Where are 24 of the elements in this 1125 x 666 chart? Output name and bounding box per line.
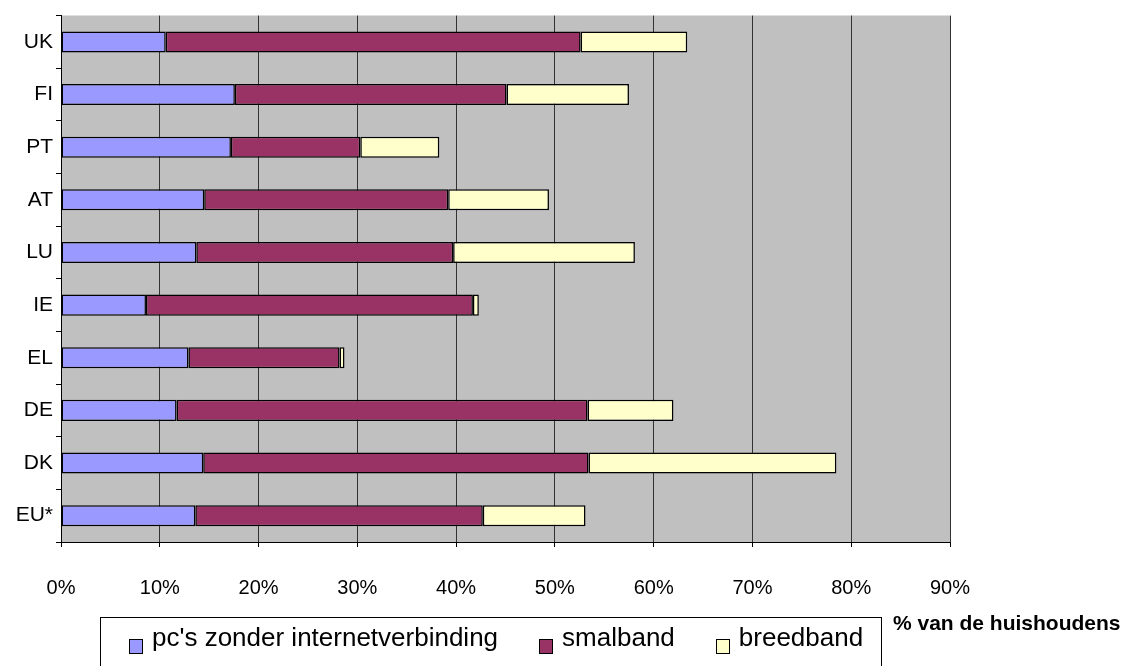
x-tick-label: 50% [534,575,576,598]
y-tick-label: LU [26,239,53,263]
x-tick-label: 0% [46,575,76,598]
x-tick-label: 40% [436,575,477,598]
y-tick-label: AT [27,186,54,210]
x-tick-label: 10% [139,575,181,598]
legend-label: breedband [738,622,864,652]
x-tick-label: 90% [929,575,971,598]
y-tick-label: IE [33,291,53,315]
x-tick-label: 60% [633,575,674,598]
x-axis-title: % van de huishoudens [893,611,1121,635]
y-tick-label: EU* [15,502,53,526]
x-tick-label: 80% [831,575,872,598]
y-tick-label: FI [34,81,53,105]
y-tick-label: EL [27,344,53,368]
x-tick-label: 20% [238,575,279,598]
y-tick-label: UK [23,28,53,52]
x-tick-label: 70% [732,575,773,598]
y-tick-label: DK [23,449,53,473]
y-tick-label: DE [23,397,53,421]
y-tick-label: PT [26,134,54,157]
legend-label: smalband [562,622,675,652]
legend-label: pc's zonder internetverbinding [152,622,499,652]
x-tick-label: 30% [337,575,378,598]
